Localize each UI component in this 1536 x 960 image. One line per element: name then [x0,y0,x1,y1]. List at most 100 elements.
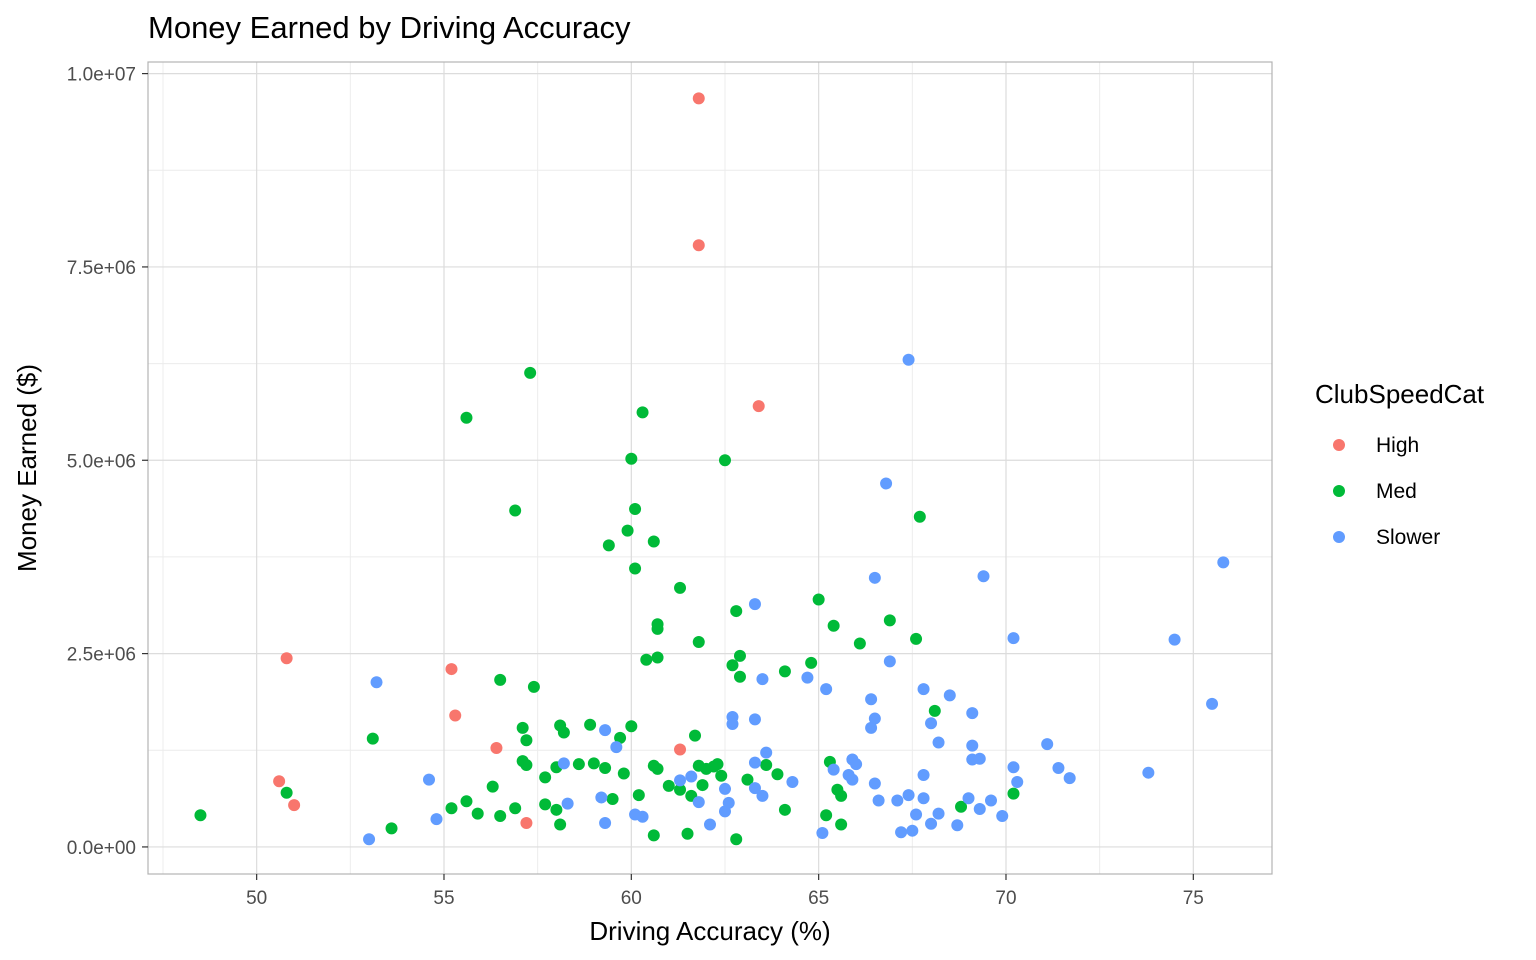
data-point-slower [868,777,881,790]
x-tick-label: 65 [808,888,829,909]
data-point-med [625,452,638,465]
data-point-slower [599,724,612,737]
data-point-med [557,726,570,739]
data-point-slower [973,803,986,816]
data-point-med [883,614,896,627]
data-point-slower [951,819,964,832]
data-point-med [614,731,627,744]
data-point-med [733,670,746,683]
data-point-slower [943,689,956,702]
data-point-med [835,789,848,802]
data-point-med [913,510,926,523]
data-point-high [445,663,458,676]
data-point-med [718,454,731,467]
data-point-high [273,775,286,788]
y-tick-label: 1.0e+07 [67,65,136,86]
data-point-med [509,504,522,517]
data-point-slower [932,736,945,749]
data-point-med [730,605,743,618]
data-point-med [602,539,615,552]
data-point-slower [1007,632,1020,645]
data-point-slower [1063,772,1076,785]
data-point-slower [902,353,915,366]
data-point-med [640,653,653,666]
data-point-slower [1142,766,1155,779]
data-point-med [494,673,507,686]
legend-label-slower: Slower [1376,526,1440,549]
data-point-slower [966,739,979,752]
data-point-med [524,366,537,379]
data-point-med [606,792,619,805]
x-axis-title: Driving Accuracy (%) [589,916,830,946]
data-point-med [696,779,709,792]
data-point-slower [880,477,893,490]
data-point-med [741,773,754,786]
data-point-high [692,239,705,252]
data-point-slower [985,794,997,807]
data-point-med [674,783,687,796]
x-tick-label: 60 [621,888,642,909]
data-point-slower [1052,762,1065,775]
legend-label-high: High [1376,434,1419,457]
y-tick-label: 2.5e+06 [67,645,136,666]
data-point-slower [910,808,923,821]
data-point-slower [801,671,814,684]
data-point-med [674,581,687,594]
data-point-med [625,720,638,733]
data-point-slower [891,794,904,807]
data-point-slower [977,570,990,583]
data-point-slower [902,789,915,802]
data-point-med [651,622,664,635]
data-point-med [651,651,664,664]
data-point-slower [1217,556,1230,569]
x-tick-label: 75 [1183,888,1204,909]
y-tick-label: 0.0e+00 [67,838,136,859]
data-point-slower [925,717,938,730]
data-point-med [651,762,664,775]
data-point-slower [996,810,1009,822]
data-point-med [778,803,791,816]
data-point-med [835,818,848,831]
series-med [194,366,1020,846]
data-point-high [692,92,705,105]
data-point-med [681,827,694,840]
data-point-slower [748,713,761,726]
legend-label-med: Med [1376,480,1417,503]
data-point-med [584,718,597,731]
data-point-med [539,798,552,811]
data-point-slower [610,741,623,754]
data-point-med [730,833,743,846]
legend-title: ClubSpeedCat [1315,379,1485,409]
legend-key-slower [1333,531,1345,543]
data-point-slower [636,810,649,823]
data-point-med [820,809,833,822]
y-tick-label: 7.5e+06 [67,258,136,279]
data-point-med [853,637,866,650]
data-point-med [550,803,563,816]
x-tick-label: 55 [433,888,454,909]
data-point-med [599,762,612,775]
data-point-med [445,802,458,815]
data-point-slower [370,676,383,689]
data-point-slower [430,813,443,826]
data-point-slower [726,717,739,730]
data-point-high [520,816,533,829]
data-point-slower [748,756,761,769]
data-point-slower [718,782,731,795]
x-tick-label: 70 [995,888,1016,909]
data-point-slower [868,712,881,725]
data-point-med [516,721,529,734]
data-point-med [539,771,552,784]
data-point-slower [756,673,769,686]
data-point-med [827,619,840,632]
data-point-med [554,818,567,831]
data-point-slower [973,752,986,765]
data-point-med [629,562,642,575]
data-point-med [527,680,540,693]
data-point-med [910,632,923,645]
data-point-med [460,411,473,424]
data-point-med [689,729,702,742]
data-point-med [617,767,630,780]
data-point-slower [1011,775,1024,788]
